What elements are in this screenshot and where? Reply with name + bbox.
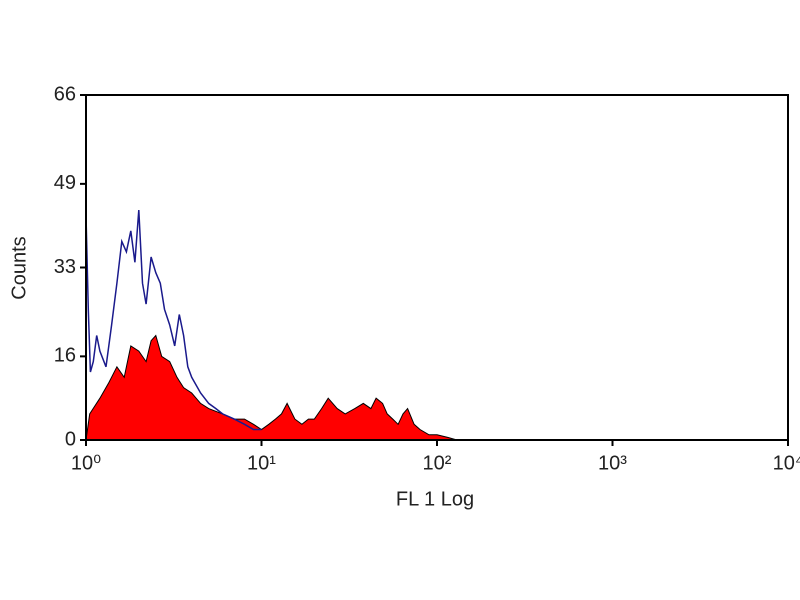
y-axis-label: Counts bbox=[8, 236, 30, 299]
x-tick-label: 10³ bbox=[598, 452, 627, 474]
area bbox=[85, 334, 458, 441]
y-tick-label: 49 bbox=[54, 172, 76, 194]
x-tick-label: 10⁰ bbox=[71, 452, 101, 474]
x-tick-label: 10¹ bbox=[247, 452, 276, 474]
y-tick-label: 0 bbox=[65, 428, 76, 450]
x-tick-label: 10⁴ bbox=[773, 452, 800, 474]
x-tick-label: 10² bbox=[423, 452, 452, 474]
line bbox=[85, 209, 262, 431]
y-tick-label: 33 bbox=[54, 256, 76, 278]
plot-frame bbox=[85, 94, 789, 441]
y-tick-label: 16 bbox=[54, 345, 76, 367]
y-tick-label: 66 bbox=[54, 83, 76, 105]
x-axis-label: FL 1 Log bbox=[396, 488, 474, 510]
